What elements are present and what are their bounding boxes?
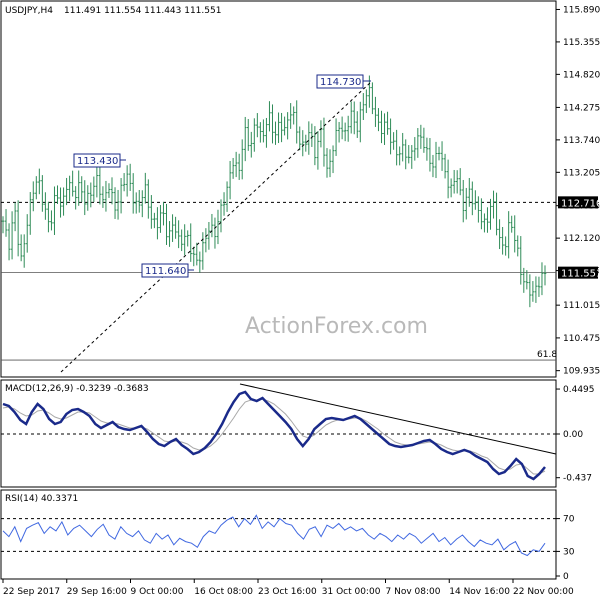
macd-header: MACD(12,26,9) -0.3239 -0.3683 bbox=[5, 384, 149, 394]
rsi-header: RSI(14) 40.3371 bbox=[5, 494, 78, 504]
macd-trendline bbox=[239, 383, 557, 455]
annotation-111640-label: 111.640 bbox=[145, 266, 186, 277]
rsi-y-tick-label: 30 bbox=[563, 547, 575, 557]
rsi-y-axis: 70 30 0 bbox=[556, 515, 575, 582]
rsi-y-tick-label: 0 bbox=[563, 572, 569, 582]
macd-main-line bbox=[2, 390, 546, 481]
price-y-tick-label: 109.935 bbox=[563, 367, 600, 377]
rsi-levels bbox=[1, 518, 556, 552]
time-tick-label: 16 Oct 08:00 bbox=[194, 587, 253, 597]
annotation-114730: 114.730 bbox=[316, 74, 371, 89]
price-y-tick-label: 115.355 bbox=[563, 38, 600, 48]
fib-level-label: 61.8 bbox=[537, 350, 557, 360]
macd-y-tick-label: 0.4495 bbox=[563, 385, 595, 395]
fibonacci-dashed-line bbox=[60, 81, 372, 373]
annotation-114730-label: 114.730 bbox=[320, 77, 361, 88]
level-price-label: 112.710 bbox=[561, 198, 600, 209]
time-tick-label: 23 Oct 16:00 bbox=[258, 587, 317, 597]
time-tick-label: 14 Nov 16:00 bbox=[449, 587, 510, 597]
price-header-ohlc: 111.491 111.554 111.443 111.551 bbox=[64, 6, 221, 16]
level-price-label: 111.551 bbox=[561, 269, 600, 280]
time-tick-label: 22 Sep 2017 bbox=[3, 587, 60, 597]
annotation-111640: 111.640 bbox=[141, 263, 194, 278]
price-y-tick-label: 113.205 bbox=[563, 168, 600, 178]
macd-signal-line bbox=[2, 398, 546, 475]
macd-panel: MACD(12,26,9) -0.3239 -0.3683 0.4495 0.00… bbox=[0, 379, 595, 488]
rsi-panel-frame bbox=[0, 489, 557, 580]
rsi-y-tick-label: 70 bbox=[563, 515, 575, 525]
level-price-box bbox=[558, 196, 598, 209]
price-y-tick-label: 112.120 bbox=[563, 234, 600, 244]
time-tick-label: 9 Oct 00:00 bbox=[131, 587, 184, 597]
time-tick-label: 7 Nov 08:00 bbox=[386, 587, 441, 597]
price-panel: USDJPY,H4 111.491 111.554 111.443 111.55… bbox=[0, 0, 600, 378]
price-y-tick-label: 111.015 bbox=[563, 301, 600, 311]
watermark-text: ActionForex.com bbox=[245, 314, 428, 339]
time-tick-label: 22 Nov 00:00 bbox=[513, 587, 574, 597]
price-y-tick-label: 114.820 bbox=[563, 70, 600, 80]
annotation-113430-label: 113.430 bbox=[77, 156, 118, 167]
time-tick-label: 29 Sep 16:00 bbox=[67, 587, 127, 597]
time-tick-label: 31 Oct 00:00 bbox=[322, 587, 381, 597]
price-header-symbol: USDJPY,H4 bbox=[5, 6, 53, 16]
price-y-tick-label: 114.275 bbox=[563, 103, 600, 113]
price-y-tick-label: 113.740 bbox=[563, 136, 600, 146]
macd-y-tick-label: 0.00 bbox=[563, 430, 583, 440]
rsi-line bbox=[2, 514, 546, 557]
price-panel-frame bbox=[0, 0, 557, 378]
macd-y-axis: 0.4495 0.00 -0.437 bbox=[556, 385, 595, 484]
level-price-box bbox=[558, 266, 598, 279]
price-y-axis: 115.890 115.355 114.820 114.275 113.740 113.2… bbox=[556, 5, 600, 377]
annotation-113430: 113.430 bbox=[73, 153, 126, 168]
price-y-tick-label: 110.475 bbox=[563, 334, 600, 344]
macd-y-tick-label: -0.437 bbox=[563, 474, 592, 484]
rsi-panel: RSI(14) 40.3371 70 30 0 bbox=[0, 489, 575, 582]
price-bars bbox=[1, 75, 547, 308]
price-y-tick-label: 115.890 bbox=[563, 5, 600, 15]
time-axis: 22 Sep 2017 29 Sep 16:00 9 Oct 00:00 16 Oct… bbox=[2, 579, 574, 597]
